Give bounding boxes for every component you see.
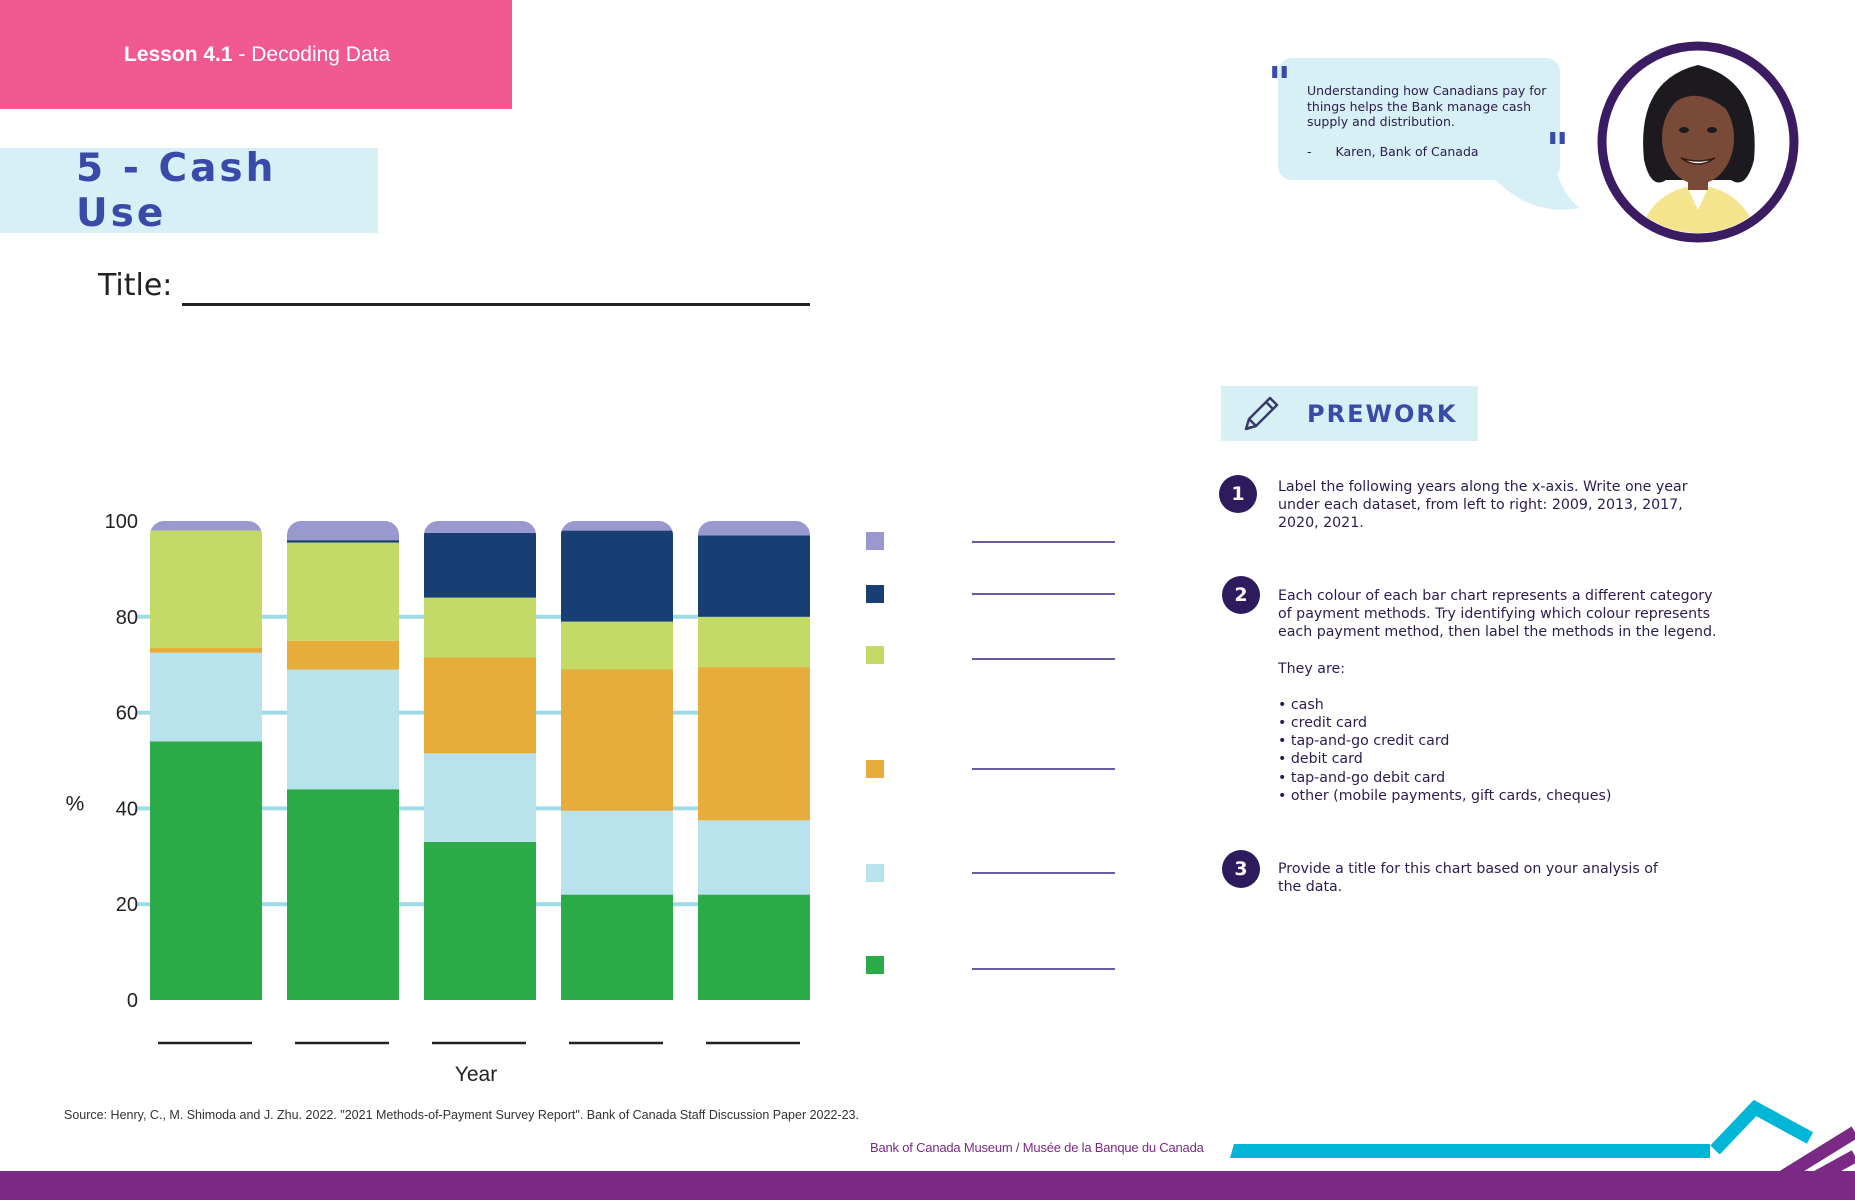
- lesson-heading: Lesson 4.1 - Decoding Data: [124, 43, 390, 67]
- legend-swatch: [866, 532, 884, 550]
- y-tick-label: 0: [127, 990, 138, 1012]
- quote: Understanding how Canadians pay for thin…: [1307, 83, 1557, 159]
- footer-accent-stripe: [1230, 1144, 1710, 1158]
- step-2-number: 2: [1222, 576, 1260, 614]
- bar-stack: [561, 521, 673, 1000]
- museum-separator: /: [1012, 1140, 1023, 1155]
- stacked-bar-chart: 0 20 40 60 80 100% Year: [66, 511, 1115, 1086]
- bar-stack: [287, 521, 399, 1000]
- quote-author: Karen, Bank of Canada: [1335, 143, 1479, 159]
- bar-base-mask: [148, 1000, 264, 1020]
- bar-base-mask: [696, 1000, 812, 1020]
- bar-segment: [561, 521, 673, 531]
- list-item: • credit card: [1278, 715, 1368, 732]
- bar-segment: [287, 789, 399, 1000]
- bar-stack: [698, 521, 810, 1000]
- bar-segment: [561, 530, 673, 622]
- y-tick-label: 100: [105, 511, 138, 533]
- step-2-text: Each colour of each bar chart represents…: [1278, 588, 1717, 641]
- step-3-number: 3: [1222, 850, 1260, 888]
- open-quote-icon: ": [1268, 58, 1291, 109]
- bar-segment: [287, 521, 399, 541]
- lesson-banner: Lesson 4.1 - Decoding Data: [0, 0, 512, 109]
- bar-segment: [287, 669, 399, 790]
- bar-segment: [698, 894, 810, 1000]
- quote-dash: -: [1307, 143, 1312, 159]
- title-answer-line[interactable]: [182, 303, 810, 306]
- bar-segment: [561, 669, 673, 811]
- bar-segment: [424, 841, 536, 1000]
- bar-segment: [150, 647, 262, 653]
- bar-base-mask: [559, 1000, 675, 1020]
- bar-segment: [698, 667, 810, 821]
- step-2-subtext: They are:: [1278, 660, 1346, 677]
- lesson-number: Lesson 4.1: [124, 42, 233, 66]
- legend-swatch: [866, 956, 884, 974]
- legend-swatch: [866, 585, 884, 603]
- bar-segment: [424, 753, 536, 842]
- bar-segment: [150, 530, 262, 648]
- bar-segment: [698, 521, 810, 536]
- y-tick-label: 60: [116, 703, 138, 725]
- bar-segment: [561, 621, 673, 670]
- prework-heading: PREWORK: [1307, 399, 1458, 428]
- museum-name-en: Bank of Canada Museum: [870, 1140, 1013, 1155]
- quote-bubble: [1278, 58, 1560, 180]
- list-item: • cash: [1278, 696, 1324, 713]
- bar-segment: [561, 894, 673, 1000]
- page-title: 5 - Cash Use: [76, 145, 277, 236]
- bar-segment: [150, 521, 262, 531]
- bar-segment: [287, 542, 399, 641]
- list-item: • tap-and-go credit card: [1278, 733, 1450, 750]
- list-item: • other (mobile payments, gift cards, ch…: [1278, 787, 1612, 804]
- legend-swatch: [866, 760, 884, 778]
- bar-segment: [424, 657, 536, 754]
- footer-bar: [0, 1171, 1855, 1200]
- prework-heading-box: PREWORK: [1221, 386, 1478, 441]
- y-tick-label: 80: [116, 607, 138, 629]
- bar-segment: [150, 652, 262, 742]
- bar-segment: [698, 535, 810, 617]
- quote-attribution: - Karen, Bank of Canada: [1307, 144, 1557, 160]
- source-citation: Source: Henry, C., M. Shimoda and J. Zhu…: [64, 1108, 859, 1122]
- pencil-icon: [1244, 396, 1279, 431]
- lesson-name: Decoding Data: [251, 42, 391, 66]
- x-axis-label: Year: [455, 1063, 497, 1086]
- avatar: [1597, 41, 1799, 243]
- list-item: • tap-and-go debit card: [1278, 769, 1446, 786]
- bar-segment: [424, 597, 536, 658]
- bar-base-mask: [285, 1000, 401, 1020]
- bar-segment: [424, 532, 536, 598]
- museum-name-fr: Musée de la Banque du Canada: [1022, 1140, 1204, 1155]
- payment-method-list: • cash • credit card • tap-and-go credit…: [1278, 696, 1718, 805]
- bar-stack: [150, 521, 262, 1000]
- legend-swatch: [866, 646, 884, 664]
- step-2-block: Each colour of each bar chart represents…: [1278, 587, 1718, 805]
- museum-name: Bank of Canada Museum / Musée de la Banq…: [870, 1140, 1204, 1155]
- legend-swatch: [866, 864, 884, 882]
- y-tick-label: 40: [116, 798, 138, 820]
- step-1-text: Label the following years along the x-ax…: [1278, 479, 1688, 532]
- y-axis-label: %: [66, 793, 85, 816]
- step-3-text: Provide a title for this chart based on …: [1278, 861, 1658, 896]
- bank-of-canada-museum-logo: [1710, 1099, 1855, 1200]
- bar-segment: [698, 616, 810, 668]
- bar-segment: [287, 540, 399, 543]
- list-item: • debit card: [1278, 751, 1363, 768]
- bar-segment: [150, 741, 262, 1000]
- bar-segment: [561, 810, 673, 895]
- bar-segment: [698, 820, 810, 895]
- bar-stack: [424, 521, 536, 1000]
- title-label: Title:: [98, 268, 173, 303]
- y-tick-label: 20: [116, 894, 138, 916]
- quote-bubble-tail: [1485, 168, 1580, 210]
- lesson-separator: -: [232, 42, 252, 66]
- bar-segment: [287, 640, 399, 670]
- close-quote-icon: ": [1546, 124, 1569, 175]
- bar-base-mask: [422, 1000, 538, 1020]
- bar-segment: [424, 521, 536, 533]
- page-title-box: 5 - Cash Use: [0, 145, 378, 236]
- step-1-number: 1: [1219, 475, 1257, 513]
- quote-text: Understanding how Canadians pay for thin…: [1307, 83, 1547, 129]
